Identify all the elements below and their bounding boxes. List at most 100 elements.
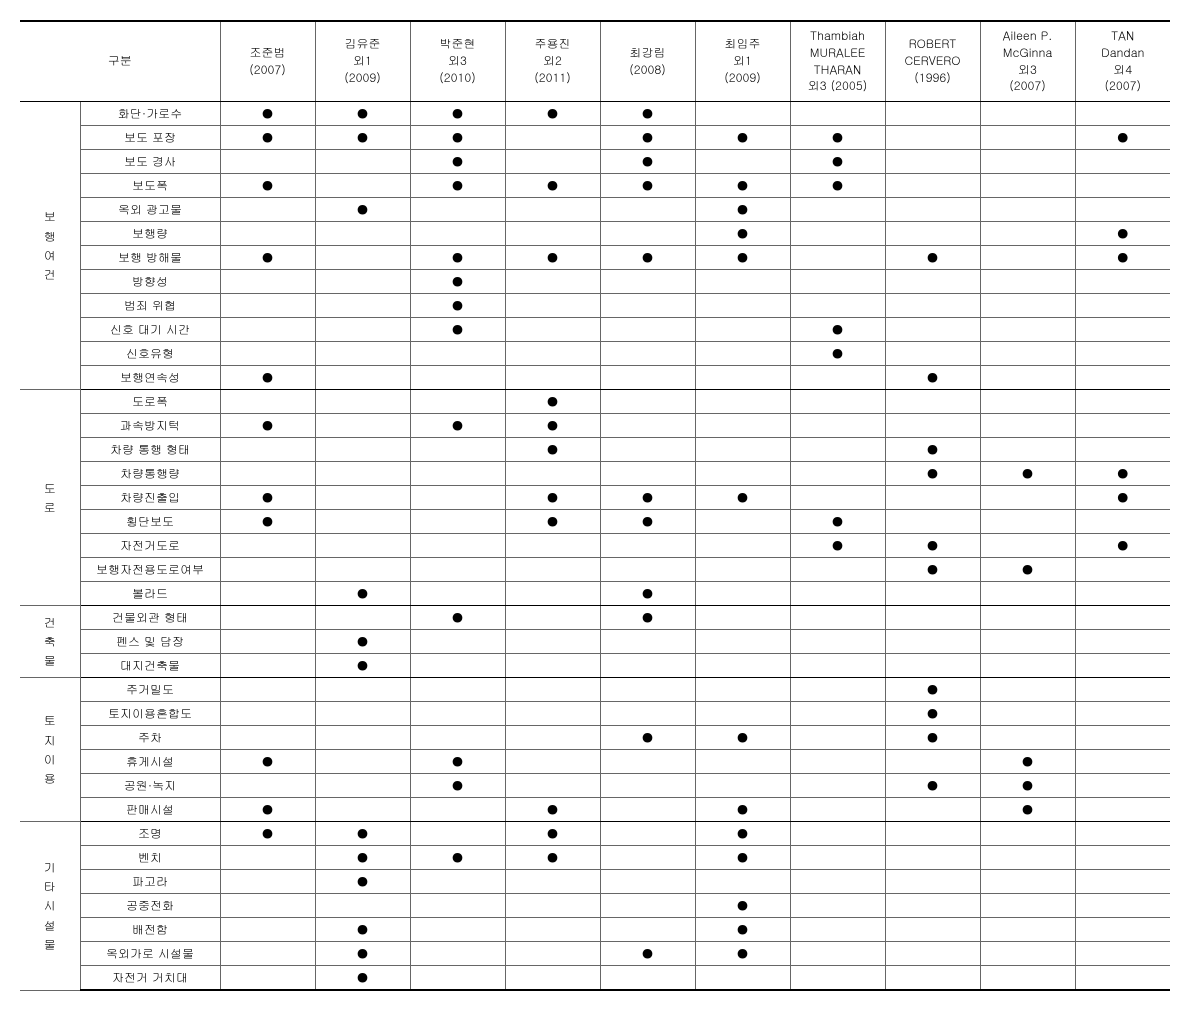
table-row: 보도 포장●●●●●●● bbox=[20, 126, 1170, 150]
value-cell: ● bbox=[505, 390, 600, 414]
value-cell bbox=[1075, 198, 1170, 222]
value-cell: ● bbox=[505, 846, 600, 870]
value-cell: ● bbox=[1075, 534, 1170, 558]
value-cell: ● bbox=[505, 510, 600, 534]
value-cell bbox=[980, 198, 1075, 222]
value-cell bbox=[885, 870, 980, 894]
value-cell bbox=[695, 342, 790, 366]
value-cell bbox=[790, 750, 885, 774]
value-cell bbox=[600, 654, 695, 678]
value-cell bbox=[885, 270, 980, 294]
value-cell: ● bbox=[315, 870, 410, 894]
value-cell bbox=[315, 750, 410, 774]
value-cell: ● bbox=[505, 798, 600, 822]
value-cell bbox=[600, 294, 695, 318]
value-cell bbox=[505, 342, 600, 366]
value-cell bbox=[885, 150, 980, 174]
value-cell: ● bbox=[1075, 126, 1170, 150]
value-cell: ● bbox=[790, 126, 885, 150]
value-cell: ● bbox=[220, 414, 315, 438]
value-cell bbox=[600, 270, 695, 294]
table-row: 파고라● bbox=[20, 870, 1170, 894]
value-cell: ● bbox=[410, 774, 505, 798]
value-cell bbox=[790, 486, 885, 510]
item-label: 벤치 bbox=[80, 846, 220, 870]
value-cell bbox=[980, 966, 1075, 991]
value-cell bbox=[790, 822, 885, 846]
value-cell bbox=[410, 438, 505, 462]
item-label: 건물외관 형태 bbox=[80, 606, 220, 630]
header-col: TANDandan외4(2007) bbox=[1075, 21, 1170, 102]
item-label: 횡단보도 bbox=[80, 510, 220, 534]
value-cell bbox=[1075, 798, 1170, 822]
value-cell bbox=[885, 750, 980, 774]
value-cell: ● bbox=[1075, 486, 1170, 510]
value-cell bbox=[790, 582, 885, 606]
item-label: 보행 방해물 bbox=[80, 246, 220, 270]
value-cell bbox=[315, 798, 410, 822]
item-label: 보도 경사 bbox=[80, 150, 220, 174]
value-cell bbox=[790, 438, 885, 462]
value-cell bbox=[695, 318, 790, 342]
value-cell bbox=[315, 702, 410, 726]
item-label: 휴게시설 bbox=[80, 750, 220, 774]
value-cell bbox=[505, 942, 600, 966]
table-row: 자전거도로●●● bbox=[20, 534, 1170, 558]
value-cell bbox=[220, 342, 315, 366]
value-cell bbox=[315, 174, 410, 198]
value-cell: ● bbox=[695, 942, 790, 966]
value-cell bbox=[885, 510, 980, 534]
value-cell: ● bbox=[695, 246, 790, 270]
value-cell bbox=[315, 894, 410, 918]
value-cell bbox=[980, 126, 1075, 150]
value-cell bbox=[885, 486, 980, 510]
value-cell bbox=[410, 558, 505, 582]
header-col: 김유준외1(2009) bbox=[315, 21, 410, 102]
header-col: 주용진외2(2011) bbox=[505, 21, 600, 102]
value-cell bbox=[885, 942, 980, 966]
value-cell bbox=[980, 606, 1075, 630]
value-cell bbox=[220, 390, 315, 414]
value-cell bbox=[410, 942, 505, 966]
table-row: 방향성● bbox=[20, 270, 1170, 294]
value-cell: ● bbox=[315, 198, 410, 222]
value-cell bbox=[220, 774, 315, 798]
value-cell bbox=[505, 750, 600, 774]
value-cell: ● bbox=[315, 630, 410, 654]
value-cell bbox=[885, 126, 980, 150]
item-label: 차량 통행 형태 bbox=[80, 438, 220, 462]
value-cell: ● bbox=[410, 246, 505, 270]
table-row: 보도 경사●●● bbox=[20, 150, 1170, 174]
value-cell: ● bbox=[220, 822, 315, 846]
value-cell bbox=[220, 894, 315, 918]
value-cell: ● bbox=[410, 294, 505, 318]
value-cell bbox=[790, 606, 885, 630]
value-cell bbox=[980, 702, 1075, 726]
value-cell bbox=[790, 462, 885, 486]
value-cell bbox=[980, 150, 1075, 174]
value-cell: ● bbox=[600, 150, 695, 174]
value-cell: ● bbox=[790, 510, 885, 534]
value-cell bbox=[315, 366, 410, 390]
value-cell: ● bbox=[505, 486, 600, 510]
value-cell bbox=[695, 414, 790, 438]
value-cell bbox=[505, 318, 600, 342]
value-cell: ● bbox=[220, 510, 315, 534]
item-label: 옥외가로 시설물 bbox=[80, 942, 220, 966]
value-cell bbox=[410, 870, 505, 894]
value-cell bbox=[220, 630, 315, 654]
item-label: 주거밀도 bbox=[80, 678, 220, 702]
value-cell bbox=[790, 654, 885, 678]
header-col: ThambiahMURALEETHARAN외3 (2005) bbox=[790, 21, 885, 102]
value-cell bbox=[885, 846, 980, 870]
value-cell bbox=[980, 510, 1075, 534]
value-cell bbox=[790, 870, 885, 894]
header-gubun: 구분 bbox=[20, 21, 220, 102]
value-cell: ● bbox=[315, 918, 410, 942]
value-cell: ● bbox=[885, 774, 980, 798]
value-cell: ● bbox=[505, 246, 600, 270]
header-col: 박준현외3(2010) bbox=[410, 21, 505, 102]
table-row: 토지이용혼합도● bbox=[20, 702, 1170, 726]
value-cell: ● bbox=[695, 726, 790, 750]
value-cell bbox=[600, 630, 695, 654]
